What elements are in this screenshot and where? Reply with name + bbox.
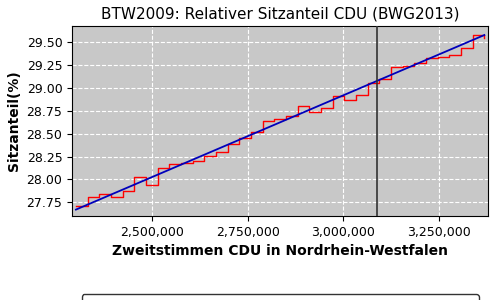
Sitzanteil real — [84, 195, 90, 199]
Sitzanteil ideal — [354, 88, 360, 92]
Title: BTW2009: Relativer Sitzanteil CDU (BWG2013): BTW2009: Relativer Sitzanteil CDU (BWG20… — [101, 7, 460, 22]
Sitzanteil real — [318, 106, 324, 110]
Sitzanteil ideal — [73, 208, 79, 211]
Sitzanteil ideal — [253, 131, 259, 134]
Sitzanteil real — [388, 77, 394, 80]
Sitzanteil ideal — [114, 190, 120, 194]
Sitzanteil ideal — [482, 33, 488, 37]
X-axis label: Zweitstimmen CDU in Nordrhein-Westfalen: Zweitstimmen CDU in Nordrhein-Westfalen — [112, 244, 448, 258]
Sitzanteil real — [470, 34, 476, 37]
Sitzanteil real — [73, 204, 79, 208]
Sitzanteil real — [482, 36, 488, 39]
Sitzanteil ideal — [392, 72, 398, 75]
Sitzanteil real — [272, 117, 278, 121]
Sitzanteil ideal — [399, 68, 405, 72]
Legend: Sitzanteil real, Sitzanteil ideal, Wahlergebnis: Sitzanteil real, Sitzanteil ideal, Wahle… — [82, 295, 479, 300]
Sitzanteil ideal — [238, 137, 244, 141]
Sitzanteil real — [190, 159, 196, 163]
Line: Sitzanteil real: Sitzanteil real — [76, 35, 484, 206]
Sitzanteil real — [458, 46, 464, 50]
Y-axis label: Sitzanteil(%): Sitzanteil(%) — [7, 70, 21, 171]
Line: Sitzanteil ideal: Sitzanteil ideal — [76, 35, 484, 210]
